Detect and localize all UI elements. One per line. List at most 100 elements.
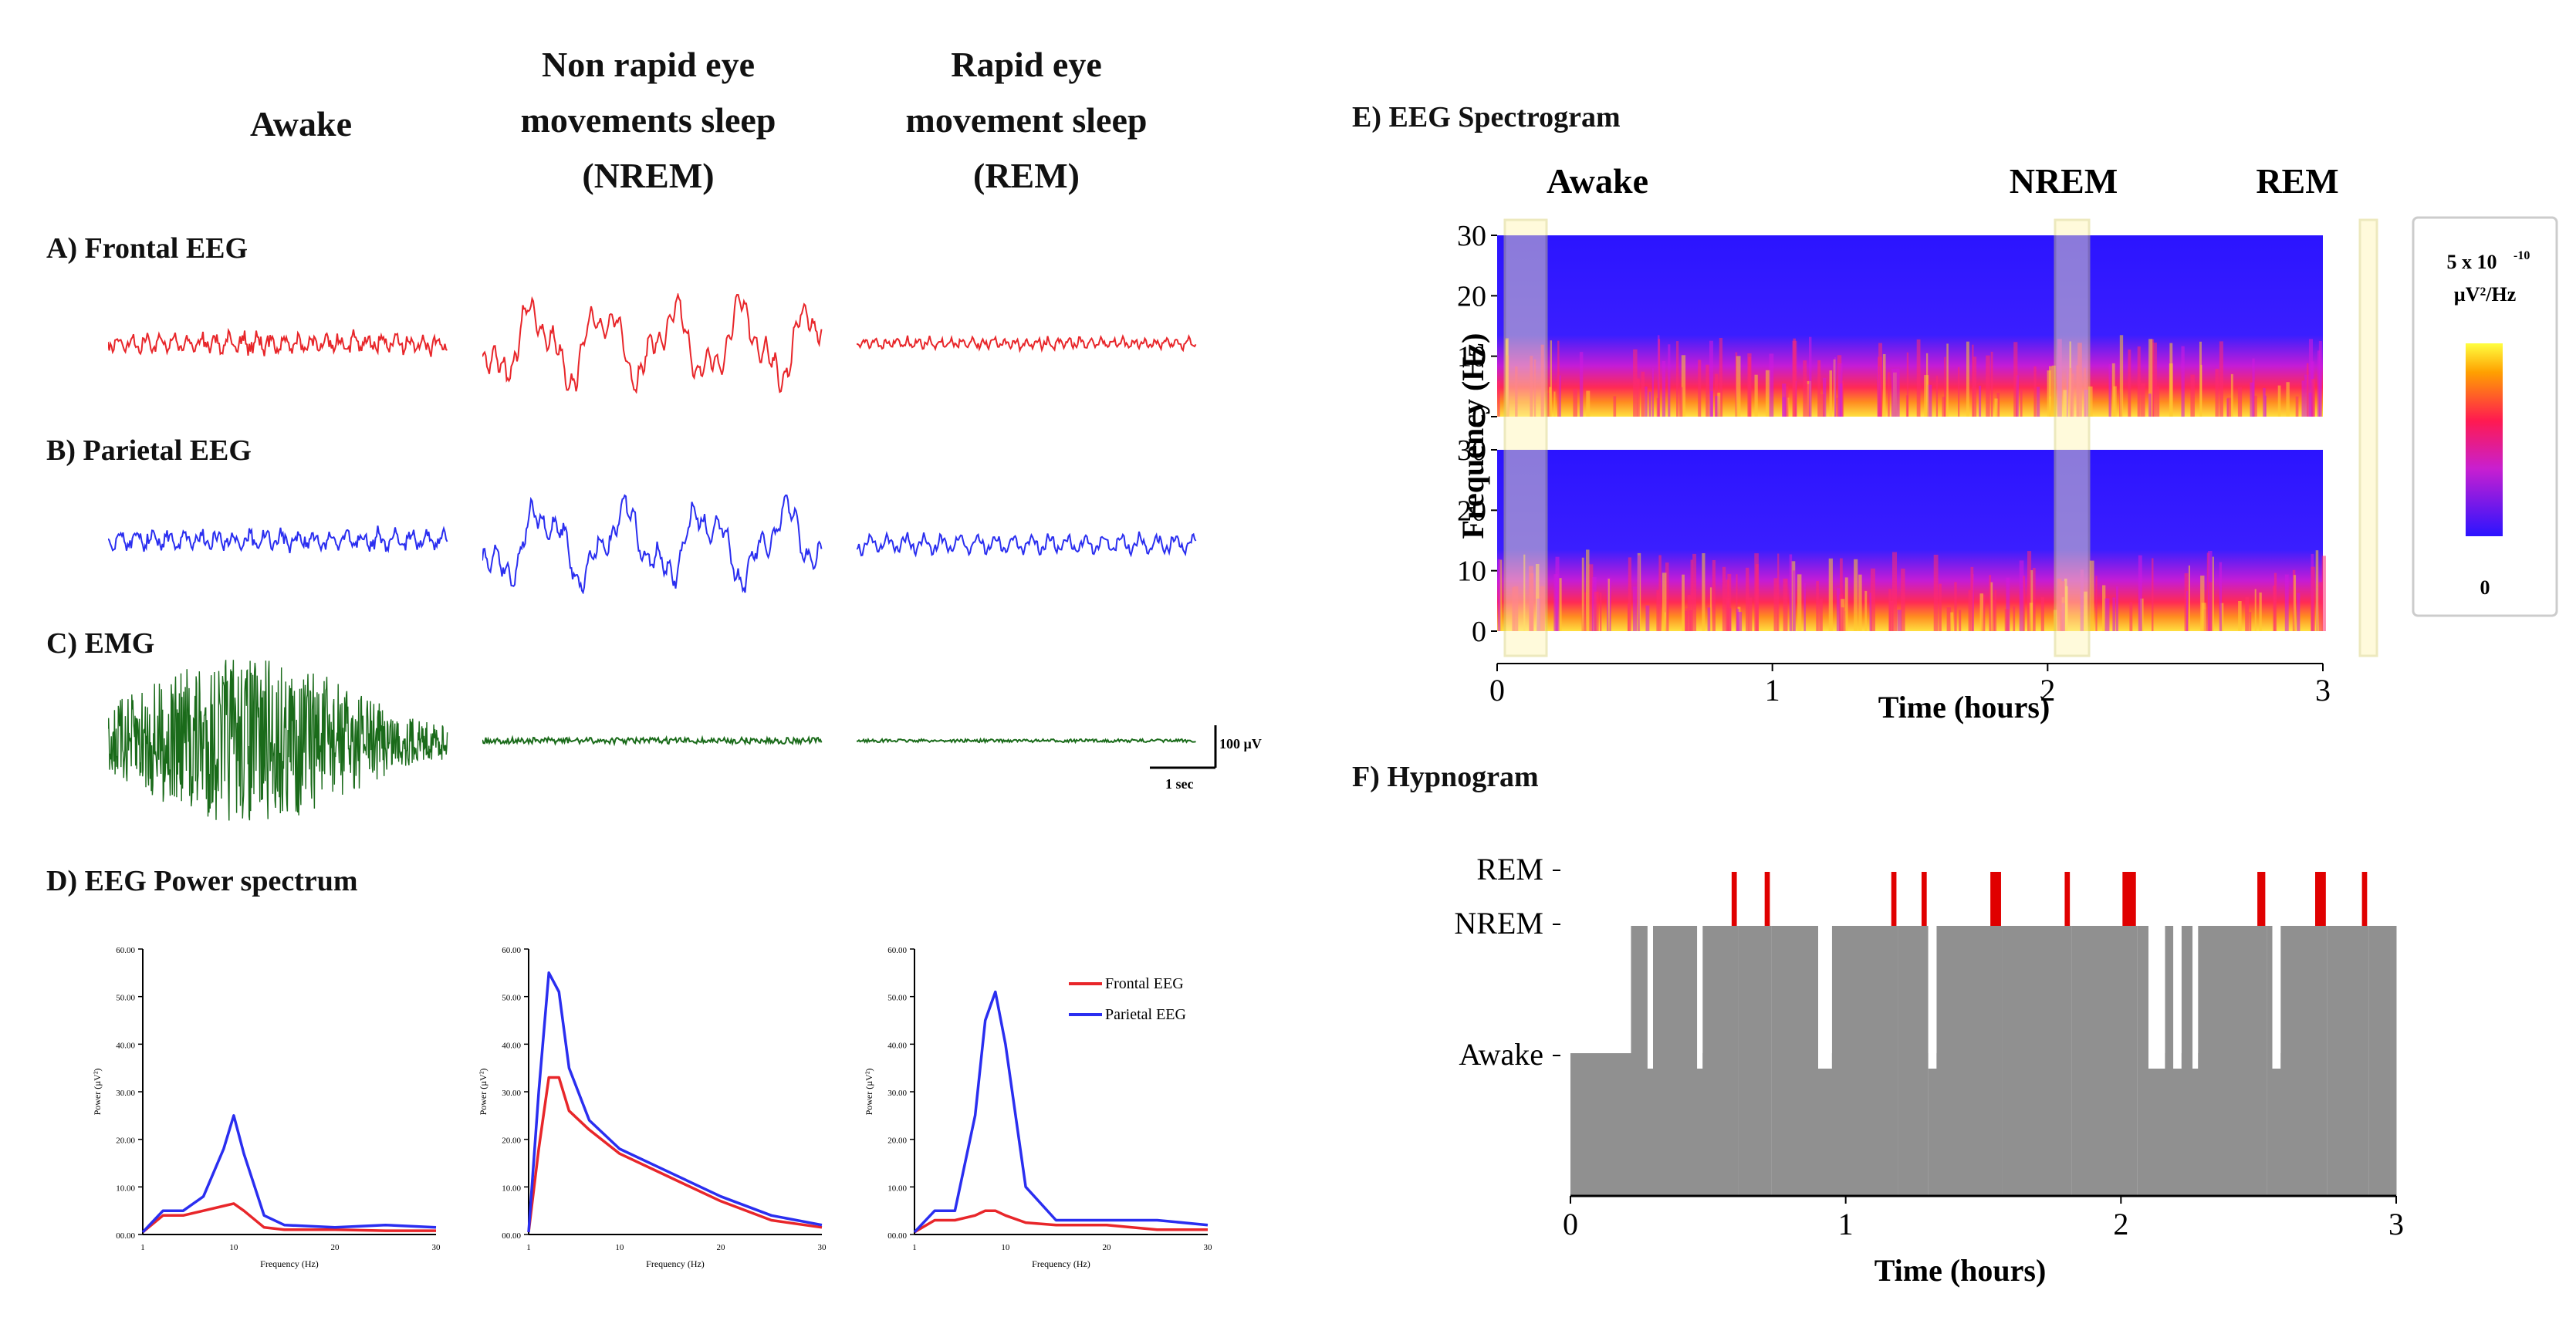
spectrogram-stripe (1689, 610, 1692, 631)
spectrogram-stripe (2141, 383, 2145, 417)
spectrogram-stripe (1736, 609, 1739, 631)
spectrogram-stripe (1633, 349, 1638, 417)
spectrogram-stripe (1782, 383, 1787, 417)
spectrogram-stripe (1513, 586, 1519, 631)
colorbar-units: µV²/Hz (2454, 283, 2517, 306)
column-header-rem: Rapid eye movement sleep (REM) (905, 45, 1148, 195)
spectrogram-stripe (2245, 596, 2250, 631)
spectrogram-stripe (1505, 338, 1509, 417)
panel-label-parietal-eeg: B) Parietal EEG (46, 434, 252, 467)
hypnogram-rem-bar (2361, 872, 2368, 926)
hypnogram-rem-bar (1921, 872, 1927, 926)
spectrogram-stripe (1553, 391, 1556, 417)
hypnogram-state-nrem: NREM (1454, 906, 1543, 941)
column-header-awake: Awake (249, 104, 353, 144)
hypnogram-fill (1697, 1053, 1703, 1196)
spectrogram-stripe (1792, 570, 1796, 631)
spectrogram-stripe (1632, 586, 1638, 631)
spectrogram-stripe (2199, 341, 2202, 417)
trace-parietal-nrem (482, 494, 823, 594)
spectrogram-stripe (2057, 339, 2062, 417)
spectrogram-stripe (1895, 368, 1900, 417)
hypnogram-fill (2360, 926, 2369, 1196)
spectrogram-stripe (1897, 610, 1902, 631)
power-spectrum-nrem: 60.00 50.00 40.00 30.00 20.00 10.00 00.00 1 10 20… (478, 946, 827, 1269)
hypnogram-fill (1928, 1053, 1937, 1196)
spectrogram-stripe (1841, 607, 1844, 631)
spectrogram-stripe (2169, 343, 2173, 417)
spectrogram-stripe (2006, 577, 2010, 631)
spectrogram-y-tick-label: 10 (1457, 341, 1486, 373)
spectrogram-stripe (2063, 390, 2067, 417)
hypnogram-fill (2280, 926, 2314, 1196)
spectrogram-stripe (2119, 335, 2124, 417)
spectrogram-stripe (1702, 553, 1706, 631)
hypnogram-x-tick-label: 2 (2113, 1207, 2128, 1241)
hypnogram-rem-bar (1731, 872, 1737, 926)
spectrogram-stripe (1854, 559, 1858, 631)
spectrogram-panel (1497, 235, 2323, 417)
spectrogram-stripe (2318, 340, 2322, 417)
spectrogram-stripe (2318, 582, 2323, 631)
spectrogram-stripe (1499, 559, 1503, 631)
ps-y-tick-label: 20.00 (502, 1137, 521, 1146)
spectrogram-stripe (2264, 395, 2267, 417)
trace-frontal-rem (857, 334, 1197, 353)
spectrogram-stripe (1828, 558, 1833, 631)
hypnogram-wake-gap (2173, 926, 2182, 1069)
spectrogram-stripe (1722, 566, 1726, 631)
ps-x-tick-label: 1 (526, 1243, 531, 1252)
spectrogram-stripe (2308, 339, 2314, 417)
spectrogram-stripe (1979, 385, 1982, 417)
spectrogram-stripe (2254, 589, 2257, 631)
spectrogram-stripe (1754, 374, 1758, 417)
spectrogram-stripe (2049, 396, 2052, 417)
hypnogram-fill (2192, 1053, 2199, 1196)
spectrogram-stripe (1809, 336, 1812, 417)
spectrogram-stripe (1594, 591, 1599, 631)
spectrogram-stripe (2237, 387, 2243, 417)
spectrogram-stripe (1627, 603, 1630, 631)
spectrogram-stripe (1994, 589, 1997, 631)
ps-y-tick-label: 50.00 (887, 994, 907, 1003)
spectrogram-stripe (1844, 577, 1848, 631)
spectrogram-stripe (2040, 597, 2044, 631)
spectrogram-stripe (1958, 366, 1960, 417)
hypnogram-fill (2173, 1053, 2182, 1196)
hypnogram-wake-gap (1697, 926, 1703, 1069)
hypnogram-wake-gap (1647, 926, 1653, 1069)
spectrogram-stripe (2250, 382, 2254, 417)
spectrogram-stripe (1581, 557, 1584, 631)
spectrogram-stripe (1573, 388, 1578, 417)
spectrogram-stripe (1838, 363, 1843, 417)
spectrogram-stripe (1579, 352, 1584, 417)
spectrogram-stripe (2301, 380, 2305, 417)
spectrogram-stripe (1648, 391, 1651, 417)
hypnogram-fill (1919, 926, 1929, 1196)
spectrogram-stripe (2076, 365, 2079, 417)
spectrogram-stripe (1736, 356, 1741, 417)
hypnogram-fill (1702, 926, 1731, 1196)
spectrogram-x-tick-label: 2 (2040, 673, 2055, 708)
spectrogram-stripe (1638, 555, 1640, 631)
spectrogram-y-tick-label: 20 (1457, 280, 1486, 312)
spectrogram-stripe (2186, 590, 2189, 631)
spectrogram-stripe (1892, 552, 1897, 631)
spectrogram-y-tick-label: 10 (1457, 556, 1486, 588)
hypnogram-fill (2181, 926, 2193, 1196)
spectrogram-stripe (1869, 593, 1872, 631)
ps-y-tick-label: 50.00 (502, 994, 521, 1003)
spectrogram-stripe (2080, 569, 2084, 631)
spectrogram-stripe (2053, 610, 2057, 631)
trace-parietal-awake (108, 525, 448, 554)
spectrogram-stripe (1784, 386, 1789, 417)
spectrogram-y-tick-label: 30 (1457, 220, 1486, 252)
spectrogram-highlight (2358, 218, 2378, 657)
ps-ylabel: Power (µV²) (92, 1069, 103, 1116)
spectrogram-stripe (1765, 370, 1770, 417)
spectrogram-stripe (1586, 549, 1590, 631)
legend-frontal: Frontal EEG (1105, 975, 1184, 992)
spectrogram-stripe (1600, 592, 1602, 631)
colorbar: 5 x 10 -10 µV²/Hz 0 (2412, 216, 2558, 617)
